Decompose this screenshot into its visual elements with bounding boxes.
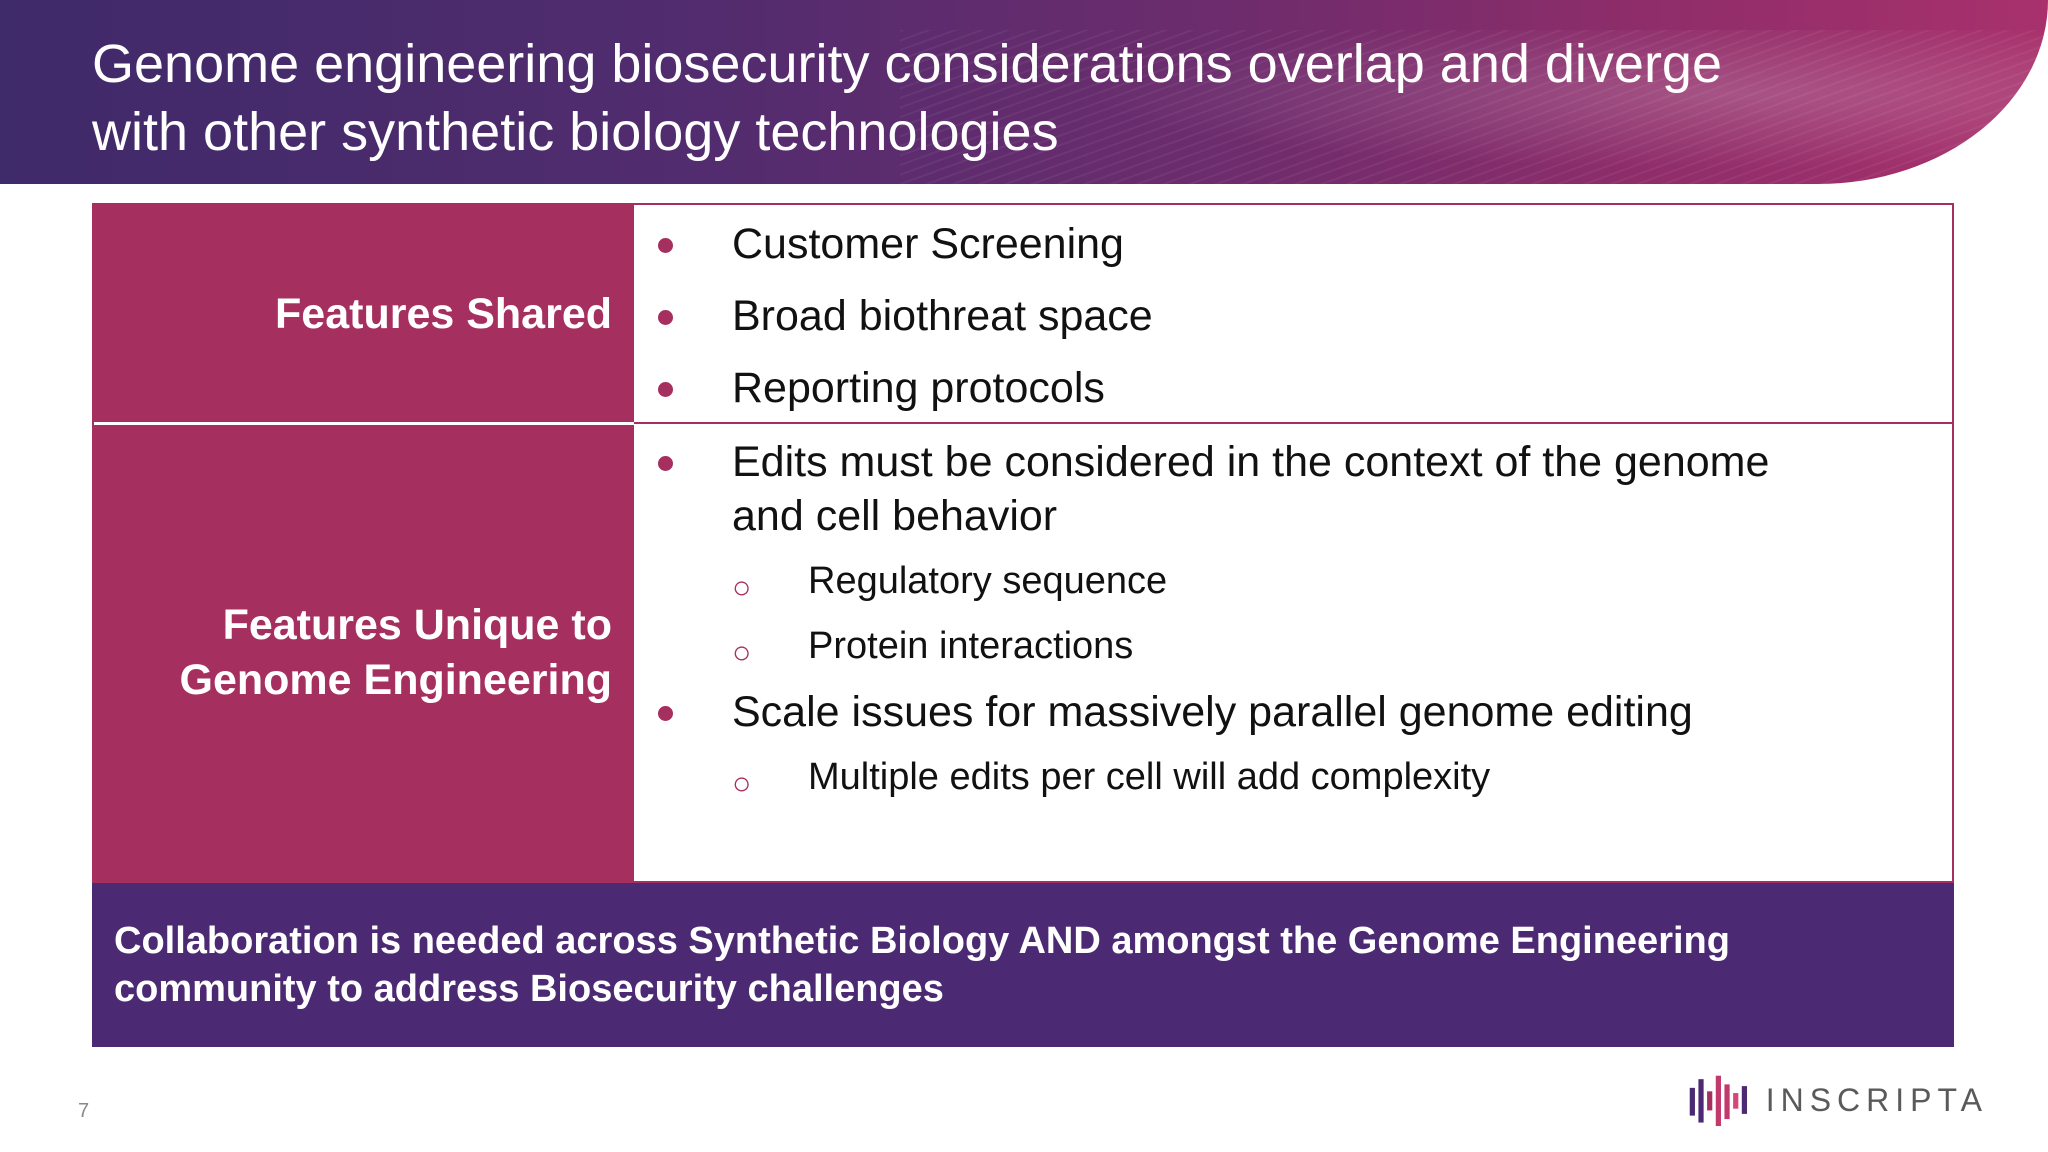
- list-item-text: Edits must be considered in the context …: [732, 438, 1770, 540]
- list-item: Edits must be considered in the context …: [634, 435, 1934, 543]
- inscripta-logo-icon: [1689, 1075, 1748, 1127]
- label-unique-line-2: Genome Engineering: [179, 656, 612, 704]
- label-features-unique: Features Unique to Genome Engineering: [94, 425, 634, 881]
- sub-list-item-text: Protein interactions: [808, 625, 1134, 667]
- bullet-circle-icon: ○: [732, 569, 752, 605]
- sub-list-item-text: Multiple edits per cell will add complex…: [808, 756, 1491, 798]
- callout-text: Collaboration is needed across Synthetic…: [114, 920, 1730, 1010]
- label-features-shared: Features Shared: [94, 205, 634, 423]
- list-item: Broad biothreat space: [634, 289, 1934, 343]
- bullet-dot-icon: [658, 706, 673, 721]
- shared-features-list: Customer Screening Broad biothreat space…: [634, 217, 1934, 433]
- banner-wave-decoration: [900, 30, 2048, 184]
- logo-wordmark: INSCRIPTA: [1765, 1081, 1988, 1118]
- list-item: Scale issues for massively parallel geno…: [634, 685, 1934, 739]
- list-item: Customer Screening: [634, 217, 1934, 271]
- label-features-unique-text: Features Unique to Genome Engineering: [180, 598, 612, 708]
- label-unique-line-1: Features Unique to: [222, 601, 612, 649]
- sub-list-item-text: Regulatory sequence: [808, 560, 1168, 602]
- title-banner: Genome engineering biosecurity considera…: [0, 0, 2048, 184]
- list-item-text: Broad biothreat space: [732, 292, 1153, 340]
- comparison-table: [92, 203, 1954, 883]
- label-features-shared-text: Features Shared: [275, 289, 612, 338]
- bullet-dot-icon: [658, 238, 673, 253]
- bullet-circle-icon: ○: [732, 765, 752, 801]
- sub-list-item: ○ Multiple edits per cell will add compl…: [634, 753, 1934, 801]
- list-item-text: Customer Screening: [732, 220, 1124, 268]
- inscripta-logo: INSCRIPTA: [1688, 1068, 1988, 1132]
- title-line-2: with other synthetic biology technologie…: [92, 102, 1059, 162]
- collaboration-callout: Collaboration is needed across Synthetic…: [92, 883, 1954, 1047]
- bullet-dot-icon: [658, 456, 673, 471]
- label-divider: [94, 422, 634, 425]
- bullet-dot-icon: [658, 310, 673, 325]
- slide-title: Genome engineering biosecurity considera…: [92, 30, 1892, 166]
- title-line-1: Genome engineering biosecurity considera…: [92, 34, 1722, 94]
- row-divider: [94, 422, 1952, 424]
- list-item: Reporting protocols: [634, 361, 1934, 415]
- unique-features-list: Edits must be considered in the context …: [634, 435, 1934, 801]
- bullet-circle-icon: ○: [732, 634, 752, 670]
- list-item-text: Scale issues for massively parallel geno…: [732, 688, 1693, 736]
- sub-list-item: ○ Protein interactions: [634, 622, 1934, 670]
- page-number: 7: [78, 1100, 90, 1122]
- bullet-dot-icon: [658, 382, 673, 397]
- list-item-text: Reporting protocols: [732, 364, 1105, 412]
- sub-list-item: ○ Regulatory sequence: [634, 557, 1934, 605]
